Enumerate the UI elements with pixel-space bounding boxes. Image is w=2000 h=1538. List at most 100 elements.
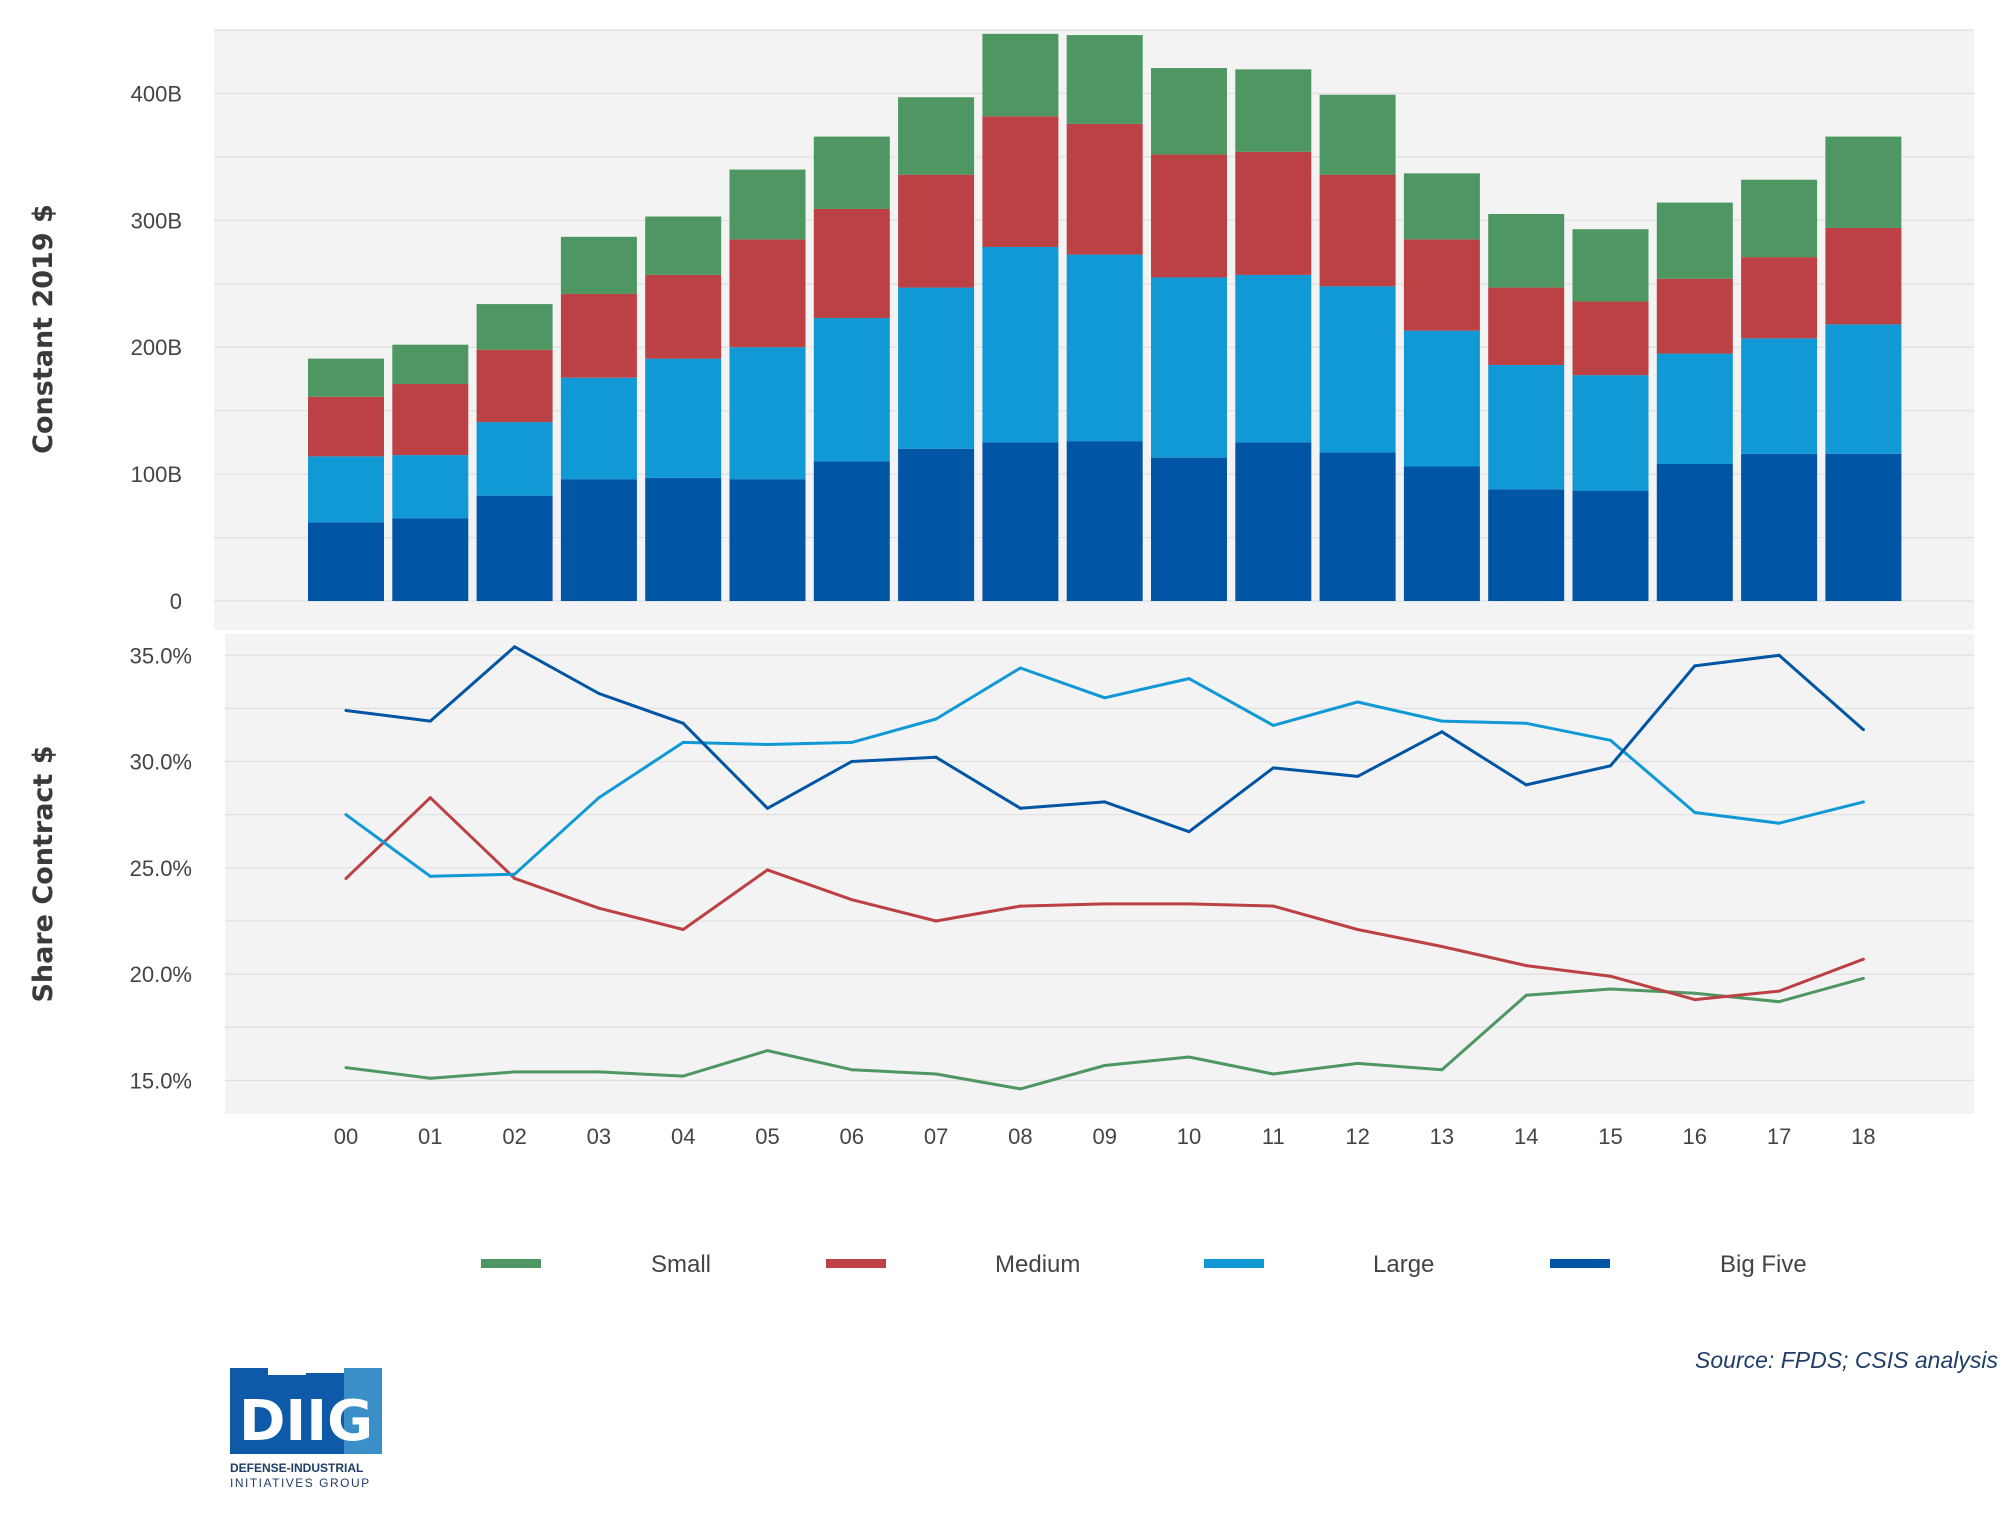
- line-panel: 15.0% 20.0% 25.0% 30.0% 35.0% Share Contract…: [28, 634, 1974, 1114]
- bar-big-five-07: [898, 448, 975, 601]
- line-point-small-18: [1861, 976, 1865, 980]
- bar-big-five-02: [476, 495, 553, 601]
- line-point-large-07: [934, 717, 938, 721]
- bar-big-five-00: [308, 522, 384, 601]
- line-point-big-five-12: [1356, 774, 1360, 778]
- line-point-big-five-01: [428, 719, 432, 723]
- line-point-large-00: [344, 813, 348, 817]
- line-point-big-five-09: [1103, 800, 1107, 804]
- bar-medium-14: [1488, 287, 1565, 365]
- line-point-big-five-10: [1187, 830, 1191, 834]
- line-point-large-03: [597, 796, 601, 800]
- x-tick-label-16: 16: [1683, 1124, 1707, 1149]
- line-point-large-14: [1524, 721, 1528, 725]
- bar-small-09: [1066, 35, 1143, 124]
- bar-medium-00: [308, 396, 384, 457]
- legend-item-big-five: Big Five: [1550, 1251, 1807, 1278]
- line-point-medium-08: [1018, 904, 1022, 908]
- bar-small-08: [982, 33, 1059, 117]
- bar-big-five-09: [1066, 441, 1143, 601]
- line-point-medium-09: [1103, 902, 1107, 906]
- bar-large-12: [1319, 286, 1396, 453]
- line-point-large-16: [1693, 811, 1697, 815]
- line-point-big-five-14: [1524, 783, 1528, 787]
- x-tick-label-06: 06: [840, 1124, 864, 1149]
- line-point-medium-16: [1693, 998, 1697, 1002]
- line-point-medium-01: [428, 796, 432, 800]
- legend-label-big-five: Big Five: [1720, 1251, 1807, 1278]
- bar-y-tick-labels: 0 100B 200B 300B 400B: [131, 81, 182, 614]
- line-point-medium-02: [513, 876, 517, 880]
- line-point-big-five-16: [1693, 664, 1697, 668]
- x-tick-label-10: 10: [1177, 1124, 1201, 1149]
- bar-big-five-13: [1403, 466, 1480, 601]
- bar-big-five-06: [813, 461, 890, 601]
- line-point-big-five-11: [1271, 766, 1275, 770]
- bar-medium-04: [645, 274, 722, 359]
- bar-large-16: [1656, 353, 1733, 464]
- line-y-tick-label: 30.0%: [130, 750, 192, 775]
- logo-line-1: DEFENSE-INDUSTRIAL: [230, 1461, 363, 1475]
- bar-y-tick-label: 0: [170, 589, 182, 614]
- x-tick-label-09: 09: [1092, 1124, 1116, 1149]
- x-tick-label-00: 00: [334, 1124, 358, 1149]
- x-tick-label-01: 01: [418, 1124, 442, 1149]
- bar-medium-15: [1572, 301, 1649, 376]
- bar-medium-11: [1235, 151, 1312, 275]
- line-y-tick-label: 35.0%: [130, 643, 192, 668]
- bar-big-five-11: [1235, 442, 1312, 601]
- line-point-large-11: [1271, 723, 1275, 727]
- x-tick-label-14: 14: [1514, 1124, 1538, 1149]
- line-y-tick-labels: 15.0% 20.0% 25.0% 30.0% 35.0%: [130, 643, 192, 1093]
- bar-y-axis-title: Constant 2019 $: [28, 204, 59, 454]
- x-tick-label-04: 04: [671, 1124, 695, 1149]
- bar-small-07: [898, 97, 975, 175]
- x-tick-label-08: 08: [1008, 1124, 1032, 1149]
- bar-large-11: [1235, 274, 1312, 443]
- bar-small-05: [729, 169, 806, 240]
- share-lines: [344, 645, 1865, 1091]
- legend-label-medium: Medium: [995, 1251, 1080, 1278]
- bar-big-five-12: [1319, 452, 1396, 601]
- line-gridlines: [225, 654, 1974, 1081]
- legend-swatch-medium: [826, 1259, 886, 1268]
- line-point-medium-12: [1356, 927, 1360, 931]
- line-point-medium-17: [1777, 989, 1781, 993]
- bar-y-tick-label: 100B: [131, 462, 182, 487]
- line-y-tick-label: 15.0%: [130, 1068, 192, 1093]
- line-point-small-13: [1440, 1068, 1444, 1072]
- line-y-tick-label: 25.0%: [130, 856, 192, 881]
- bar-medium-13: [1403, 239, 1480, 331]
- line-point-big-five-13: [1440, 730, 1444, 734]
- line-point-small-01: [428, 1076, 432, 1080]
- line-point-small-09: [1103, 1063, 1107, 1067]
- line-point-large-06: [850, 740, 854, 744]
- line-point-big-five-17: [1777, 653, 1781, 657]
- line-point-big-five-05: [766, 806, 769, 810]
- line-point-large-12: [1356, 700, 1360, 704]
- bar-small-06: [813, 136, 890, 209]
- x-tick-label-07: 07: [924, 1124, 948, 1149]
- bar-small-15: [1572, 229, 1649, 302]
- bar-y-tick-label: 200B: [131, 335, 182, 360]
- bar-large-14: [1488, 364, 1565, 490]
- bar-large-06: [813, 318, 890, 462]
- legend-item-medium: Medium: [826, 1251, 1080, 1278]
- x-tick-label-13: 13: [1430, 1124, 1454, 1149]
- line-point-big-five-03: [597, 692, 601, 696]
- bar-small-01: [392, 344, 469, 385]
- line-point-medium-03: [597, 906, 601, 910]
- x-tick-label-18: 18: [1851, 1124, 1875, 1149]
- bar-small-16: [1656, 202, 1733, 279]
- bar-small-03: [560, 236, 637, 294]
- bar-small-14: [1488, 213, 1565, 288]
- bar-medium-09: [1066, 123, 1143, 255]
- bar-small-12: [1319, 94, 1396, 175]
- bar-small-04: [645, 216, 722, 275]
- line-point-medium-07: [934, 919, 938, 923]
- legend-label-large: Large: [1373, 1251, 1434, 1278]
- line-point-medium-00: [344, 876, 348, 880]
- line-point-small-06: [850, 1068, 854, 1072]
- line-y-tick-label: 20.0%: [130, 962, 192, 987]
- line-point-large-02: [513, 872, 517, 876]
